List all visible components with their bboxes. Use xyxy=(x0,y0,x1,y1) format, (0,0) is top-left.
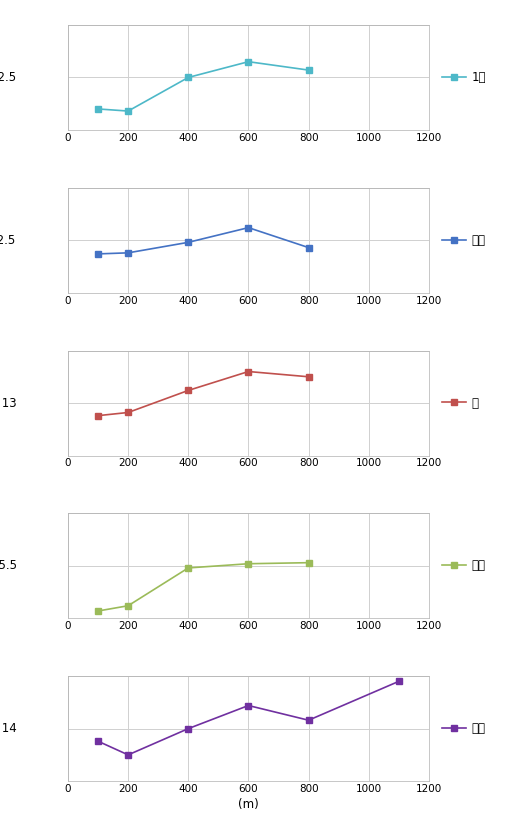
봄 xyxy=(305,371,312,381)
가을 xyxy=(185,724,191,734)
Y-axis label: ℃-2.5: ℃-2.5 xyxy=(0,234,17,247)
1년 xyxy=(245,57,252,66)
Legend: 가을: 가을 xyxy=(442,722,485,735)
여름 xyxy=(95,606,101,616)
Line: 겨울: 겨울 xyxy=(95,225,311,257)
Y-axis label: ℃ 12.5: ℃ 12.5 xyxy=(0,71,17,84)
가을 xyxy=(245,701,252,711)
여름 xyxy=(125,601,131,611)
Legend: 봄: 봄 xyxy=(442,396,479,410)
1년 xyxy=(95,104,101,114)
가을 xyxy=(125,750,131,760)
겨울 xyxy=(95,249,101,259)
Legend: 1년: 1년 xyxy=(442,71,486,84)
Line: 가을: 가을 xyxy=(95,679,402,758)
Legend: 겨울: 겨울 xyxy=(442,234,485,247)
가을 xyxy=(395,676,402,686)
여름 xyxy=(245,558,252,568)
1년 xyxy=(305,65,312,75)
봄 xyxy=(185,386,191,396)
봄 xyxy=(245,366,252,376)
Line: 여름: 여름 xyxy=(95,560,311,614)
겨울 xyxy=(125,248,131,258)
여름 xyxy=(185,563,191,573)
겨울 xyxy=(185,238,191,248)
Y-axis label: ℃  13: ℃ 13 xyxy=(0,396,17,410)
겨울 xyxy=(305,243,312,253)
겨울 xyxy=(245,223,252,233)
Line: 봄: 봄 xyxy=(95,369,311,419)
Legend: 여름: 여름 xyxy=(442,559,485,573)
가을 xyxy=(305,715,312,725)
봄 xyxy=(95,411,101,420)
Y-axis label: ℃  14: ℃ 14 xyxy=(0,722,17,735)
가을 xyxy=(95,736,101,746)
1년 xyxy=(185,72,191,82)
1년 xyxy=(125,106,131,116)
Y-axis label: ℃ 25.5: ℃ 25.5 xyxy=(0,559,17,573)
Line: 1년: 1년 xyxy=(95,59,311,114)
봄 xyxy=(125,407,131,417)
X-axis label: (m): (m) xyxy=(238,798,259,811)
여름 xyxy=(305,558,312,568)
